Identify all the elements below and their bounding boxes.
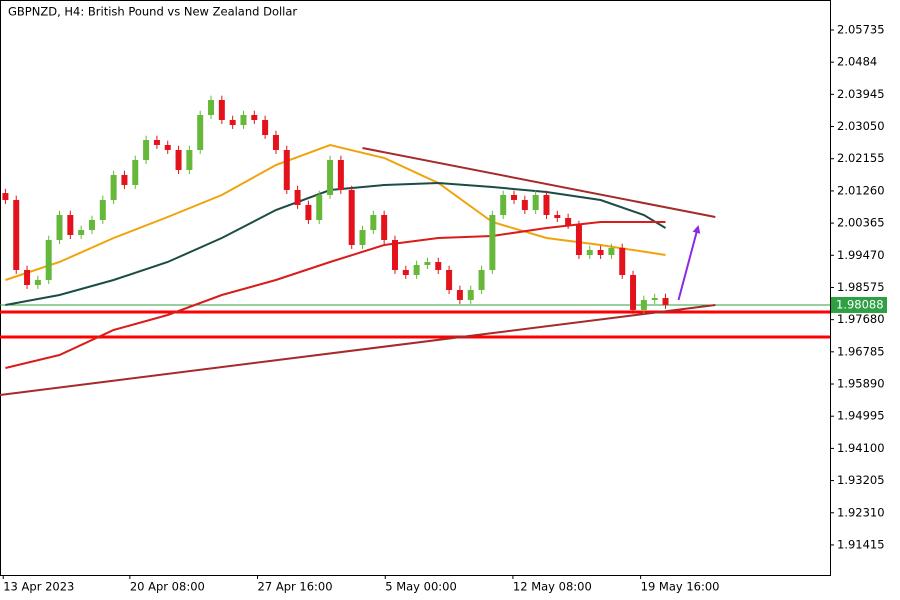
moving-average bbox=[5, 143, 666, 281]
arrow bbox=[677, 225, 701, 301]
y-tick-label: 2.0484 bbox=[837, 55, 877, 69]
y-tick-label: 2.01260 bbox=[837, 183, 885, 197]
candle-body bbox=[24, 269, 31, 285]
candle-body bbox=[662, 298, 669, 305]
candle-body bbox=[229, 119, 236, 125]
y-tick-label: 1.94100 bbox=[837, 441, 885, 455]
y-tick-label: 2.05735 bbox=[837, 22, 885, 36]
candle-body bbox=[532, 194, 539, 211]
candle-body bbox=[67, 215, 74, 235]
candle-body bbox=[240, 115, 247, 125]
x-tick-label: 12 May 08:00 bbox=[513, 580, 592, 594]
x-tick-label: 19 May 16:00 bbox=[641, 580, 720, 594]
candle-body bbox=[132, 159, 139, 185]
candle-body bbox=[489, 215, 496, 270]
y-tick-label: 1.98575 bbox=[837, 280, 885, 294]
moving-average bbox=[5, 181, 667, 306]
candle-body bbox=[500, 194, 507, 216]
candle-body bbox=[251, 115, 258, 120]
candle-body bbox=[2, 193, 9, 200]
candle-body bbox=[143, 139, 150, 160]
candle-body bbox=[153, 139, 160, 145]
candle-body bbox=[640, 299, 647, 310]
y-tick-label: 1.99470 bbox=[837, 248, 885, 262]
y-tick-label: 1.97680 bbox=[837, 312, 885, 326]
price-tag: 1.98088 bbox=[836, 297, 884, 311]
candle-body bbox=[262, 119, 269, 135]
candle-body bbox=[630, 274, 637, 310]
moving-average bbox=[5, 221, 666, 369]
y-tick-label: 1.96785 bbox=[837, 344, 885, 358]
candle-body bbox=[456, 289, 463, 300]
candle-body bbox=[543, 194, 550, 216]
candle-body bbox=[121, 174, 128, 185]
candle-body bbox=[327, 159, 334, 195]
candle-body bbox=[218, 100, 225, 120]
candle-body bbox=[348, 189, 355, 245]
candle-body bbox=[446, 269, 453, 290]
candle-body bbox=[586, 249, 593, 255]
x-tick-label: 13 Apr 2023 bbox=[3, 580, 74, 594]
y-tick-label: 2.02155 bbox=[837, 151, 885, 165]
y-tick-label: 2.03050 bbox=[837, 119, 885, 133]
candle-body bbox=[402, 269, 409, 275]
candle-body bbox=[619, 247, 626, 275]
x-tick-label: 27 Apr 16:00 bbox=[258, 580, 333, 594]
trendline bbox=[0, 304, 716, 396]
candle-body bbox=[99, 199, 106, 221]
candle-body bbox=[13, 199, 20, 270]
candle-body bbox=[197, 115, 204, 150]
candle-body bbox=[521, 199, 528, 211]
y-tick-label: 1.91415 bbox=[837, 537, 885, 551]
candle-body bbox=[554, 215, 561, 218]
chart-title: GBPNZD, H4: British Pound vs New Zealand… bbox=[8, 5, 297, 19]
candle-body bbox=[56, 215, 63, 240]
y-tick-label: 2.00365 bbox=[837, 216, 885, 230]
y-tick-label: 1.94995 bbox=[837, 409, 885, 423]
x-tick-label: 5 May 00:00 bbox=[385, 580, 457, 594]
candle-body bbox=[88, 220, 95, 230]
candle-body bbox=[294, 189, 301, 205]
price-tag-bg bbox=[831, 296, 887, 313]
y-tick-label: 1.92310 bbox=[837, 505, 885, 519]
candle-body bbox=[305, 204, 312, 221]
candle-body bbox=[381, 215, 388, 240]
candle-body bbox=[511, 194, 518, 200]
x-tick-label: 20 Apr 08:00 bbox=[130, 580, 205, 594]
candle-body bbox=[110, 174, 117, 200]
candle-body bbox=[651, 298, 658, 300]
candle-body bbox=[186, 149, 193, 170]
candle-body bbox=[359, 230, 366, 245]
y-tick-label: 1.95890 bbox=[837, 377, 885, 391]
candle-body bbox=[316, 194, 323, 221]
candle-body bbox=[337, 159, 344, 190]
candle-body bbox=[78, 230, 85, 235]
candle-body bbox=[435, 262, 442, 270]
trendline bbox=[362, 147, 716, 218]
candle-body bbox=[391, 239, 398, 270]
candle-body bbox=[424, 262, 431, 265]
candle-body bbox=[608, 247, 615, 255]
plot-frame bbox=[0, 0, 831, 576]
candle-body bbox=[413, 264, 420, 275]
candle-body bbox=[565, 217, 572, 226]
candle-body bbox=[45, 239, 52, 280]
candle-body bbox=[467, 289, 474, 300]
candle-body bbox=[575, 225, 582, 255]
candle-body bbox=[175, 149, 182, 170]
candle-body bbox=[597, 249, 604, 255]
y-tick-label: 1.93205 bbox=[837, 473, 885, 487]
candle-body bbox=[272, 134, 279, 150]
candle-body bbox=[208, 100, 215, 115]
candle-body bbox=[34, 279, 41, 285]
y-tick-label: 2.03945 bbox=[837, 87, 885, 101]
candle-body bbox=[164, 144, 171, 150]
candle-body bbox=[283, 149, 290, 190]
candle-body bbox=[478, 269, 485, 290]
candle-body bbox=[370, 215, 377, 230]
